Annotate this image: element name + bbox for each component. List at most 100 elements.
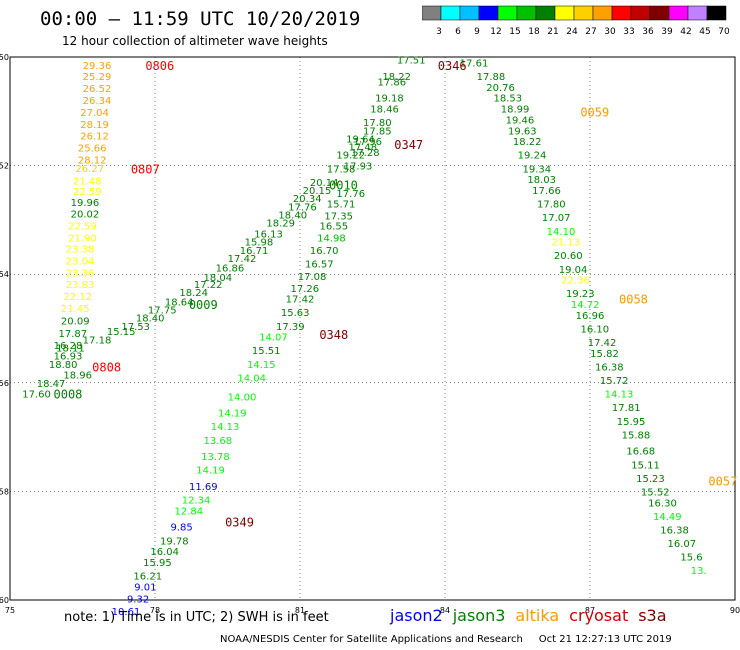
scale-tick-label: 15	[509, 27, 520, 37]
wave-height-value: 18.53	[494, 94, 523, 105]
x-tick-label: 75	[5, 606, 15, 615]
wave-height-value: 17.08	[298, 272, 327, 283]
wave-height-value: 19.34	[523, 164, 552, 175]
scale-tick-label: 18	[528, 27, 540, 37]
wave-height-value: 26.34	[83, 96, 112, 107]
wave-height-value: 16.71	[240, 246, 269, 257]
wave-height-value: 20.02	[71, 209, 100, 220]
wave-height-value: 17.66	[532, 186, 561, 197]
wave-height-value: 26.12	[80, 132, 109, 143]
pass-label: 0348	[319, 328, 348, 342]
wave-height-value: 18.46	[370, 105, 399, 116]
wave-height-value: 19.96	[71, 198, 100, 209]
wave-height-value: 11.69	[189, 482, 218, 493]
wave-height-value: 19.22	[336, 151, 365, 162]
pass-label: 0057	[708, 475, 737, 489]
wave-height-value: 15.6	[680, 553, 702, 564]
scale-tick-label: 33	[623, 27, 634, 37]
pass-label: 0346	[438, 59, 467, 73]
wave-height-value: 14.72	[571, 300, 600, 311]
scale-tick-label: 21	[547, 27, 558, 37]
wave-height-value: 17.61	[460, 58, 489, 69]
satellite-legend-item: altika	[515, 606, 560, 625]
wave-height-value: 17.42	[286, 295, 315, 306]
x-tick-label: 90	[730, 606, 740, 615]
satellite-legend: jason2 jason3 altika cryosat s3a	[390, 606, 677, 625]
y-tick-label: -54	[0, 270, 9, 279]
scale-tick-label: 45	[699, 27, 710, 37]
wave-height-value: 23.36	[66, 269, 95, 280]
wave-height-value: 17.22	[194, 280, 223, 291]
wave-height-value: 17.76	[336, 189, 365, 200]
subtitle: 12 hour collection of altimeter wave hei…	[62, 34, 328, 48]
wave-height-value: 19.18	[375, 94, 404, 105]
wave-height-value: 28.19	[80, 120, 109, 131]
plot-frame	[9, 56, 736, 601]
wave-height-value: 20.14	[310, 178, 339, 189]
wave-height-value: 27.04	[80, 108, 109, 119]
satellite-legend-item: jason3	[452, 606, 506, 625]
scale-tick-label: 70	[718, 27, 730, 37]
wave-height-value: 25.29	[83, 72, 112, 83]
credit-org: NOAA/NESDIS Center for Satellite Applica…	[220, 634, 523, 645]
wave-height-value: 19.78	[160, 536, 189, 547]
pass-label: 0009	[189, 298, 218, 312]
wave-height-value: 15.63	[281, 308, 310, 319]
satellite-legend-item: s3a	[638, 606, 667, 625]
wave-height-value: 15.95	[617, 417, 646, 428]
wave-height-value: 15.88	[622, 430, 651, 441]
wave-height-value: 13.68	[204, 436, 233, 447]
wave-height-value: 16.28	[54, 341, 83, 352]
wave-height-value: 13.	[691, 566, 707, 577]
wave-height-value: 19.24	[518, 151, 547, 162]
scale-tick-label: 24	[566, 27, 578, 37]
wave-height-value: 17.58	[327, 164, 356, 175]
scale-swatch	[706, 5, 727, 21]
wave-height-value: 17.96	[353, 137, 382, 148]
wave-height-value: 17.81	[612, 403, 641, 414]
credit-timestamp: Oct 21 12:27:13 UTC 2019	[538, 634, 672, 645]
wave-height-value: 29.36	[83, 61, 112, 72]
wave-height-value: 14.98	[317, 233, 346, 244]
wave-height-value: 17.76	[288, 202, 317, 213]
wave-height-value: 23.83	[66, 280, 95, 291]
wave-height-value: 14.19	[196, 466, 225, 477]
wave-height-value: 16.38	[595, 363, 624, 374]
wave-height-value: 16.10	[581, 325, 610, 336]
wave-height-value: 20.60	[554, 251, 583, 262]
wave-height-value: 12.84	[175, 506, 204, 517]
wave-height-value: 15.72	[600, 376, 629, 387]
wave-height-value: 14.00	[228, 392, 257, 403]
wave-height-value: 17.86	[378, 77, 407, 88]
pass-label: 0059	[580, 105, 609, 119]
y-tick-label: -52	[0, 162, 9, 171]
wave-height-value: 17.42	[588, 338, 617, 349]
wave-height-value: 22.12	[63, 292, 92, 303]
wave-height-value: 16.30	[648, 498, 677, 509]
wave-height-value: 19.63	[508, 126, 537, 137]
x-tick-label: 78	[150, 606, 160, 615]
scale-tick-label: 12	[490, 27, 501, 37]
satellite-legend-item: jason2	[390, 606, 443, 625]
wave-height-value: 18.11	[56, 344, 85, 355]
wave-height-value: 14.07	[259, 333, 288, 344]
scale-tick-label: 3	[436, 27, 442, 37]
wave-height-value: 17.60	[22, 390, 51, 401]
wave-height-value: 22.36	[561, 276, 590, 287]
wave-height-value: 12.34	[182, 496, 211, 507]
wave-height-value: 22.59	[68, 221, 97, 232]
y-tick-label: -50	[0, 53, 9, 62]
wave-height-value: 26.27	[75, 164, 104, 175]
wave-height-value: 20.15	[303, 186, 332, 197]
wave-height-value: 16.68	[626, 447, 655, 458]
pass-label: 0808	[92, 361, 121, 375]
wave-height-value: 16.13	[254, 229, 283, 240]
wave-height-value: 18.03	[527, 175, 556, 186]
wave-height-value: 9.85	[170, 523, 192, 534]
wave-height-value: 17.18	[83, 335, 112, 346]
wave-height-value: 17.87	[59, 329, 88, 340]
wave-height-value: 15.23	[636, 474, 665, 485]
wave-height-value: 14.10	[547, 227, 576, 238]
pass-label: 0008	[54, 388, 83, 402]
wave-height-value: 18.22	[513, 137, 542, 148]
